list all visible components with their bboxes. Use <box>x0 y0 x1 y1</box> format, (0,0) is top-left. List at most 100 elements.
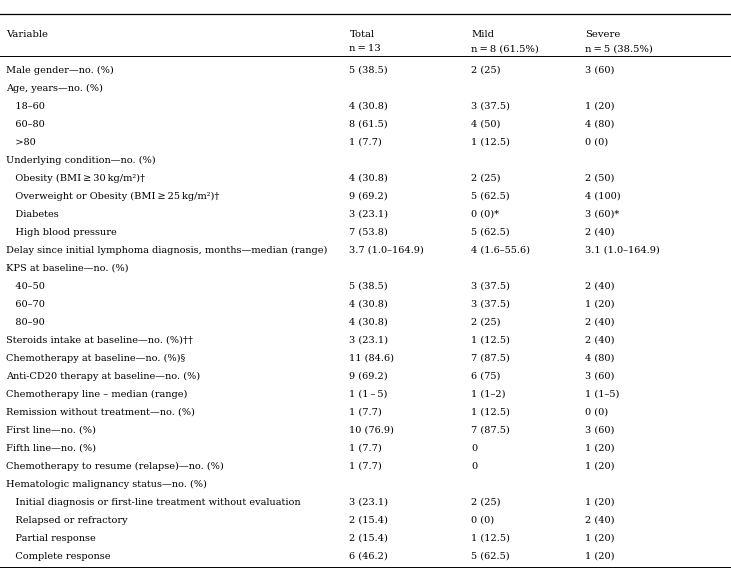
Text: Relapsed or refractory: Relapsed or refractory <box>6 516 127 525</box>
Text: 3 (60): 3 (60) <box>585 426 614 435</box>
Text: 1 (12.5): 1 (12.5) <box>471 408 510 417</box>
Text: n = 13: n = 13 <box>349 44 381 53</box>
Text: 7 (87.5): 7 (87.5) <box>471 354 510 363</box>
Text: 9 (69.2): 9 (69.2) <box>349 372 388 381</box>
Text: Total: Total <box>349 30 374 40</box>
Text: 3 (37.5): 3 (37.5) <box>471 102 510 111</box>
Text: 5 (62.5): 5 (62.5) <box>471 192 510 201</box>
Text: 1 (12.5): 1 (12.5) <box>471 534 510 543</box>
Text: Chemotherapy at baseline—no. (%)§: Chemotherapy at baseline—no. (%)§ <box>6 354 185 363</box>
Text: 4 (100): 4 (100) <box>585 192 621 201</box>
Text: 0 (0)*: 0 (0)* <box>471 210 499 219</box>
Text: Underlying condition—no. (%): Underlying condition—no. (%) <box>6 156 156 165</box>
Text: 1 (12.5): 1 (12.5) <box>471 336 510 345</box>
Text: 4 (1.6–55.6): 4 (1.6–55.6) <box>471 246 531 255</box>
Text: Age, years—no. (%): Age, years—no. (%) <box>6 84 103 93</box>
Text: 2 (25): 2 (25) <box>471 66 501 75</box>
Text: Male gender—no. (%): Male gender—no. (%) <box>6 66 113 75</box>
Text: Diabetes: Diabetes <box>6 210 58 219</box>
Text: 1 (20): 1 (20) <box>585 300 614 309</box>
Text: 11 (84.6): 11 (84.6) <box>349 354 395 363</box>
Text: 4 (50): 4 (50) <box>471 120 501 129</box>
Text: 2 (40): 2 (40) <box>585 336 614 345</box>
Text: >80: >80 <box>6 138 36 147</box>
Text: 9 (69.2): 9 (69.2) <box>349 192 388 201</box>
Text: 4 (30.8): 4 (30.8) <box>349 102 388 111</box>
Text: Hematologic malignancy status—no. (%): Hematologic malignancy status—no. (%) <box>6 480 207 489</box>
Text: Severe: Severe <box>585 30 620 40</box>
Text: 3.7 (1.0–164.9): 3.7 (1.0–164.9) <box>349 246 424 255</box>
Text: Obesity (BMI ≥ 30 kg/m²)†: Obesity (BMI ≥ 30 kg/m²)† <box>6 174 145 183</box>
Text: Variable: Variable <box>6 30 48 40</box>
Text: Fifth line—no. (%): Fifth line—no. (%) <box>6 444 96 453</box>
Text: 2 (25): 2 (25) <box>471 318 501 327</box>
Text: 3 (60)*: 3 (60)* <box>585 210 619 219</box>
Text: 1 (20): 1 (20) <box>585 552 614 561</box>
Text: 1 (1 – 5): 1 (1 – 5) <box>349 390 387 399</box>
Text: 4 (30.8): 4 (30.8) <box>349 300 388 309</box>
Text: First line—no. (%): First line—no. (%) <box>6 426 96 435</box>
Text: 0 (0): 0 (0) <box>471 516 495 525</box>
Text: 4 (80): 4 (80) <box>585 354 614 363</box>
Text: Steroids intake at baseline—no. (%)††: Steroids intake at baseline—no. (%)†† <box>6 336 193 345</box>
Text: Remission without treatment—no. (%): Remission without treatment—no. (%) <box>6 408 194 417</box>
Text: 1 (20): 1 (20) <box>585 498 614 507</box>
Text: 4 (80): 4 (80) <box>585 120 614 129</box>
Text: 2 (25): 2 (25) <box>471 174 501 183</box>
Text: Overweight or Obesity (BMI ≥ 25 kg/m²)†: Overweight or Obesity (BMI ≥ 25 kg/m²)† <box>6 192 219 201</box>
Text: 3 (23.1): 3 (23.1) <box>349 498 388 507</box>
Text: 1 (1–2): 1 (1–2) <box>471 390 506 399</box>
Text: 1 (7.7): 1 (7.7) <box>349 408 382 417</box>
Text: 2 (40): 2 (40) <box>585 282 614 291</box>
Text: 3 (60): 3 (60) <box>585 372 614 381</box>
Text: Anti-CD20 therapy at baseline—no. (%): Anti-CD20 therapy at baseline—no. (%) <box>6 372 200 381</box>
Text: 1 (1–5): 1 (1–5) <box>585 390 619 399</box>
Text: 10 (76.9): 10 (76.9) <box>349 426 394 435</box>
Text: 3 (37.5): 3 (37.5) <box>471 282 510 291</box>
Text: 18–60: 18–60 <box>6 102 45 111</box>
Text: 5 (38.5): 5 (38.5) <box>349 66 388 75</box>
Text: 1 (7.7): 1 (7.7) <box>349 138 382 147</box>
Text: 1 (7.7): 1 (7.7) <box>349 462 382 471</box>
Text: 40–50: 40–50 <box>6 282 45 291</box>
Text: 5 (38.5): 5 (38.5) <box>349 282 388 291</box>
Text: 2 (25): 2 (25) <box>471 498 501 507</box>
Text: Initial diagnosis or first-line treatment without evaluation: Initial diagnosis or first-line treatmen… <box>6 498 300 507</box>
Text: 5 (62.5): 5 (62.5) <box>471 228 510 237</box>
Text: 8 (61.5): 8 (61.5) <box>349 120 388 129</box>
Text: Delay since initial lymphoma diagnosis, months—median (range): Delay since initial lymphoma diagnosis, … <box>6 246 327 255</box>
Text: 1 (20): 1 (20) <box>585 462 614 471</box>
Text: 2 (40): 2 (40) <box>585 318 614 327</box>
Text: 3 (37.5): 3 (37.5) <box>471 300 510 309</box>
Text: 3 (23.1): 3 (23.1) <box>349 336 388 345</box>
Text: 4 (30.8): 4 (30.8) <box>349 318 388 327</box>
Text: Mild: Mild <box>471 30 494 40</box>
Text: 1 (20): 1 (20) <box>585 534 614 543</box>
Text: 2 (50): 2 (50) <box>585 174 614 183</box>
Text: 3 (60): 3 (60) <box>585 66 614 75</box>
Text: 3 (23.1): 3 (23.1) <box>349 210 388 219</box>
Text: 2 (40): 2 (40) <box>585 516 614 525</box>
Text: 4 (30.8): 4 (30.8) <box>349 174 388 183</box>
Text: 0: 0 <box>471 462 477 471</box>
Text: Chemotherapy to resume (relapse)—no. (%): Chemotherapy to resume (relapse)—no. (%) <box>6 462 224 471</box>
Text: 5 (62.5): 5 (62.5) <box>471 552 510 561</box>
Text: 7 (53.8): 7 (53.8) <box>349 228 388 237</box>
Text: 1 (20): 1 (20) <box>585 444 614 453</box>
Text: 7 (87.5): 7 (87.5) <box>471 426 510 435</box>
Text: 1 (20): 1 (20) <box>585 102 614 111</box>
Text: 0 (0): 0 (0) <box>585 138 608 147</box>
Text: n = 5 (38.5%): n = 5 (38.5%) <box>585 44 653 53</box>
Text: 1 (7.7): 1 (7.7) <box>349 444 382 453</box>
Text: 60–80: 60–80 <box>6 120 45 129</box>
Text: Complete response: Complete response <box>6 552 110 561</box>
Text: 1 (12.5): 1 (12.5) <box>471 138 510 147</box>
Text: 0 (0): 0 (0) <box>585 408 608 417</box>
Text: 80–90: 80–90 <box>6 318 45 327</box>
Text: 2 (40): 2 (40) <box>585 228 614 237</box>
Text: 2 (15.4): 2 (15.4) <box>349 516 388 525</box>
Text: 2 (15.4): 2 (15.4) <box>349 534 388 543</box>
Text: 6 (75): 6 (75) <box>471 372 501 381</box>
Text: KPS at baseline—no. (%): KPS at baseline—no. (%) <box>6 264 129 273</box>
Text: High blood pressure: High blood pressure <box>6 228 117 237</box>
